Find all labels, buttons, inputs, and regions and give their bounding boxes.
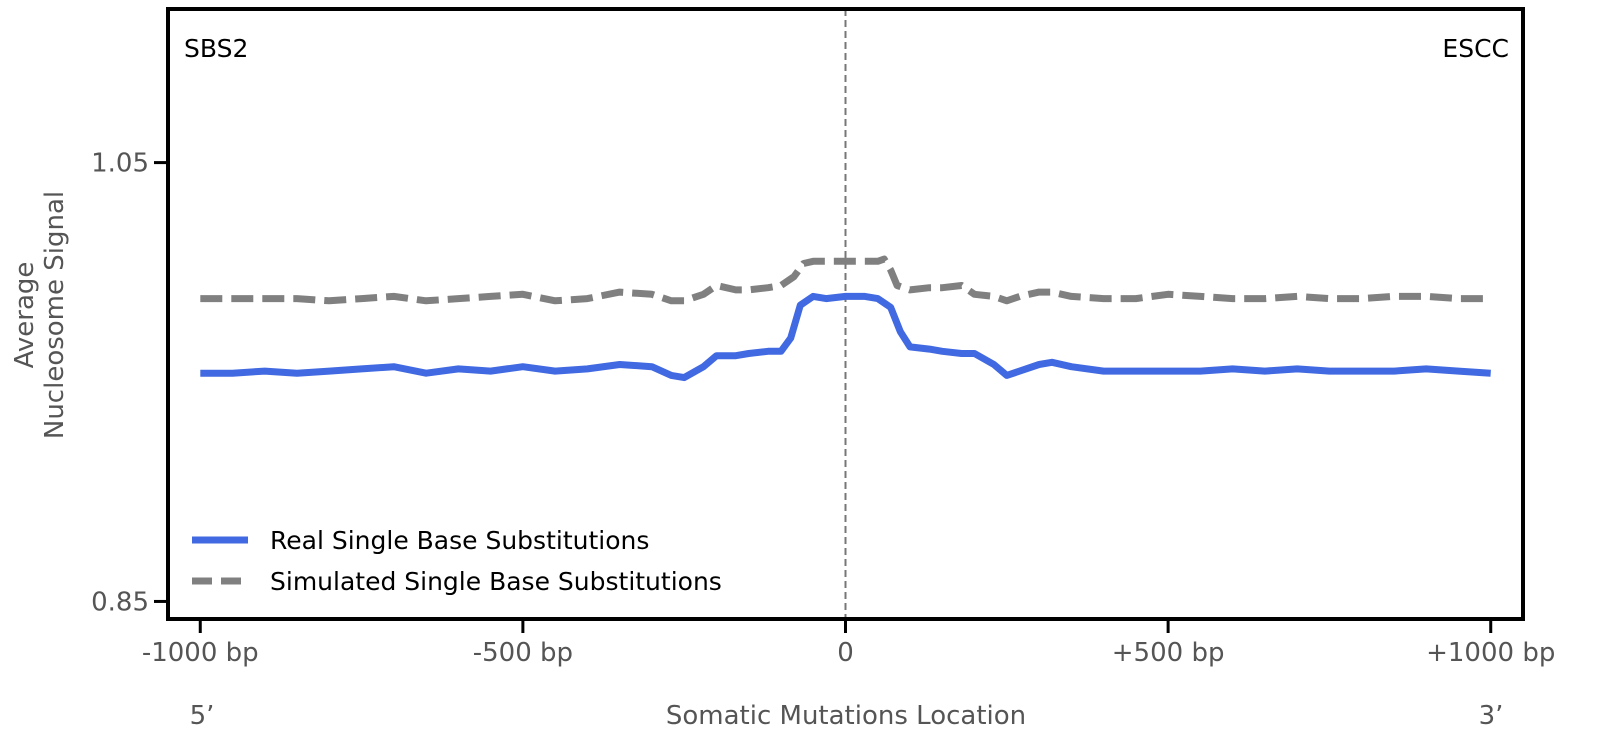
- legend-label-simulated: Simulated Single Base Substitutions: [270, 567, 722, 596]
- y-tick-label: 0.85: [91, 587, 149, 617]
- x-tick-label: -500 bp: [473, 638, 573, 668]
- plot-area-frame: [166, 7, 1525, 621]
- corner-label-signature: SBS2: [184, 34, 248, 63]
- end-label-3-prime: 3’: [1479, 701, 1504, 731]
- legend: Real Single Base Substitutions Simulated…: [192, 526, 722, 596]
- series-line-real: [200, 292, 1491, 382]
- x-tick-label: -1000 bp: [142, 638, 259, 668]
- legend-label-real: Real Single Base Substitutions: [270, 526, 649, 555]
- y-axis-title-line-1: Average: [10, 262, 40, 369]
- x-tick-label: 0: [837, 638, 854, 668]
- x-tick-label: +1000 bp: [1426, 638, 1555, 668]
- series-line-simulated: [200, 255, 1491, 305]
- corner-label-cancer-type: ESCC: [1442, 34, 1509, 63]
- y-tick-label: 1.05: [91, 149, 149, 179]
- y-axis-title: Average Nucleosome Signal: [10, 191, 70, 439]
- end-label-5-prime: 5’: [190, 701, 215, 731]
- y-axis-title-line-2: Nucleosome Signal: [40, 191, 70, 439]
- x-axis-title: Somatic Mutations Location: [666, 701, 1026, 731]
- x-tick-label: +500 bp: [1112, 638, 1225, 668]
